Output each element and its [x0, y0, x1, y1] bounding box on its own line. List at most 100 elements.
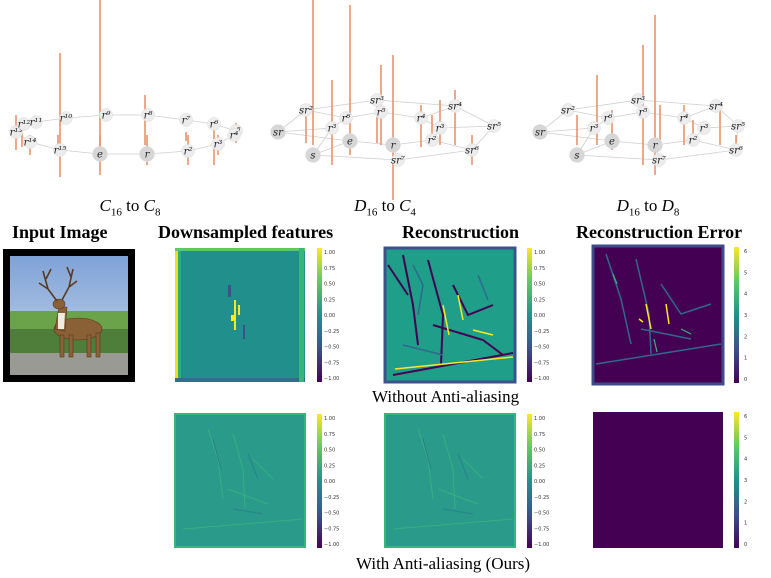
graph-node-label: r¹⁰	[60, 114, 73, 125]
heatmap-reconstruction-with	[384, 413, 532, 548]
graph-node	[425, 133, 439, 147]
graph-node-label: r⁴	[417, 114, 426, 125]
graph-node-label: sr⁷	[391, 156, 405, 167]
graph-node	[587, 121, 601, 135]
heatmap-error-without	[591, 244, 739, 386]
graph-node	[731, 119, 745, 133]
graph-node-label: r²	[428, 136, 437, 147]
colorbar-tick-label: 3	[744, 313, 747, 319]
graph-node-label: r²	[184, 147, 193, 158]
graph-node-label: r¹³	[10, 128, 23, 139]
graph-node-label: sr²	[299, 106, 313, 117]
graph-node	[53, 143, 67, 157]
colorbar-tick-label: 0.25	[534, 297, 545, 303]
colorbar-tick-label: 0.50	[324, 448, 335, 454]
graph-edge	[431, 139, 473, 151]
graph-node	[487, 119, 501, 133]
graph-node-label: r¹⁵	[54, 146, 67, 157]
heading-reconstruction: Reconstruction	[402, 222, 519, 242]
colorbar-tick-label: 1.00	[324, 250, 335, 256]
graph-node	[729, 143, 743, 157]
graph-node-label: sr	[273, 128, 284, 139]
colorbar-tick-label: 0.75	[324, 266, 335, 272]
caption-without-antialiasing: Without Anti-aliasing	[372, 387, 520, 406]
graph-node	[305, 147, 321, 163]
colorbar-tick-label: −0.75	[324, 360, 339, 366]
colorbar-tick-label: −1.00	[534, 542, 549, 548]
colorbar-tick-label: 0.00	[534, 313, 545, 319]
graph-edge	[567, 109, 609, 119]
colorbar-tick-label: 0.25	[534, 463, 545, 469]
heading-input-image: Input Image	[12, 222, 108, 242]
colorbar-ticks-1: 1.00 0.75 0.50 0.25 0.00 −0.25 −0.50 −0.75 −1.00	[324, 250, 339, 382]
graph-node	[532, 124, 548, 140]
graph-node-label: sr⁴	[448, 102, 462, 113]
graph-edge	[312, 154, 399, 161]
colorbar-tick-label: 0	[744, 377, 747, 383]
colorbar-tick-label: 6	[744, 414, 747, 420]
graph-node	[325, 121, 339, 135]
colorbar-tick-label: −0.25	[534, 495, 549, 501]
colorbar-tick-label: −1.00	[324, 376, 339, 382]
colorbar-tick-label: 3	[744, 478, 747, 484]
graph-edge	[692, 139, 737, 151]
colorbar-tick-label: 0.75	[534, 432, 545, 438]
graph-node	[179, 113, 193, 127]
colorbar-tick-label: 5	[744, 270, 747, 276]
colorbar-tick-label: −0.75	[534, 526, 549, 532]
colorbar-tick-label: 2	[744, 499, 747, 505]
graph-node	[270, 124, 286, 140]
graph-node-label: r⁷	[182, 116, 191, 127]
graph-node-label: r⁴	[230, 131, 239, 142]
caption-d16-c4: D16 to C4	[354, 196, 416, 219]
graph-node	[385, 137, 401, 153]
colorbar-tick-label: 1.00	[534, 416, 545, 422]
heading-downsampled: Downsampled features	[158, 222, 334, 242]
graph-node	[141, 108, 155, 122]
graph-node-label: r³	[700, 124, 709, 135]
graph-node	[207, 117, 221, 131]
graph-node	[181, 144, 195, 158]
colorbar-tick-label: 0.50	[324, 282, 335, 288]
colorbar-tick-label: −0.50	[324, 511, 339, 517]
graph-node	[465, 143, 479, 157]
colorbar-tick-label: 4	[744, 457, 747, 463]
graph-node	[29, 115, 43, 129]
graph-node-label: sr³	[631, 96, 645, 107]
graph-node-label: r⁹	[102, 111, 111, 122]
group-graphs: r¹³r¹²r¹¹r¹⁰r⁹r⁸r⁷r⁶r⁵r⁴r³r²rer¹⁵r¹⁴ srs…	[9, 0, 745, 200]
caption-with-antialiasing: With Anti-aliasing (Ours)	[356, 554, 531, 573]
graph-edge	[277, 131, 351, 142]
graph-node	[227, 128, 241, 142]
heatmap-reconstruction-without	[383, 246, 532, 384]
graph-node	[59, 111, 73, 125]
graph-node	[686, 133, 700, 147]
input-image-deer	[3, 249, 135, 382]
colorbar-tick-label: −1.00	[534, 376, 549, 382]
graph-edge	[277, 127, 333, 133]
graph-node-label: s	[310, 151, 315, 162]
heading-error: Reconstruction Error	[576, 222, 743, 242]
graph-node	[601, 111, 615, 125]
graph-node	[652, 153, 666, 167]
graph-node-label: r⁴	[680, 114, 689, 125]
graph-edge	[397, 149, 473, 161]
graph-node-label: r	[145, 150, 151, 161]
graph-node	[339, 111, 353, 125]
colorbar-tick-label: 0.75	[324, 432, 335, 438]
graph-node	[569, 147, 585, 163]
graph-node-label: e	[609, 137, 615, 148]
graph-node-label: sr⁴	[709, 102, 723, 113]
graph-node-label: r²	[689, 136, 698, 147]
graph-node	[342, 133, 358, 149]
colorbar-tick-label: −0.25	[324, 329, 339, 335]
colorbar-ticks-5: 1.00 0.75 0.50 0.25 0.00 −0.25 −0.50 −0.75 −1.00	[534, 416, 549, 548]
graph-edge	[539, 131, 613, 142]
colorbar-tick-label: 1.00	[324, 416, 335, 422]
heatmap-downsampled-with	[174, 413, 322, 548]
graph-node	[604, 133, 620, 149]
colorbar-tick-label: −0.50	[324, 345, 339, 351]
graph-node-label: sr³	[370, 96, 384, 107]
